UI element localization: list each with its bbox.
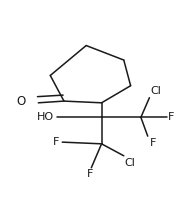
Text: O: O (16, 95, 26, 108)
Text: Cl: Cl (125, 158, 136, 168)
Text: F: F (86, 170, 93, 179)
Text: Cl: Cl (150, 86, 161, 96)
Text: F: F (149, 138, 156, 148)
Text: F: F (168, 112, 175, 122)
Text: HO: HO (37, 112, 54, 122)
Text: F: F (53, 137, 60, 147)
